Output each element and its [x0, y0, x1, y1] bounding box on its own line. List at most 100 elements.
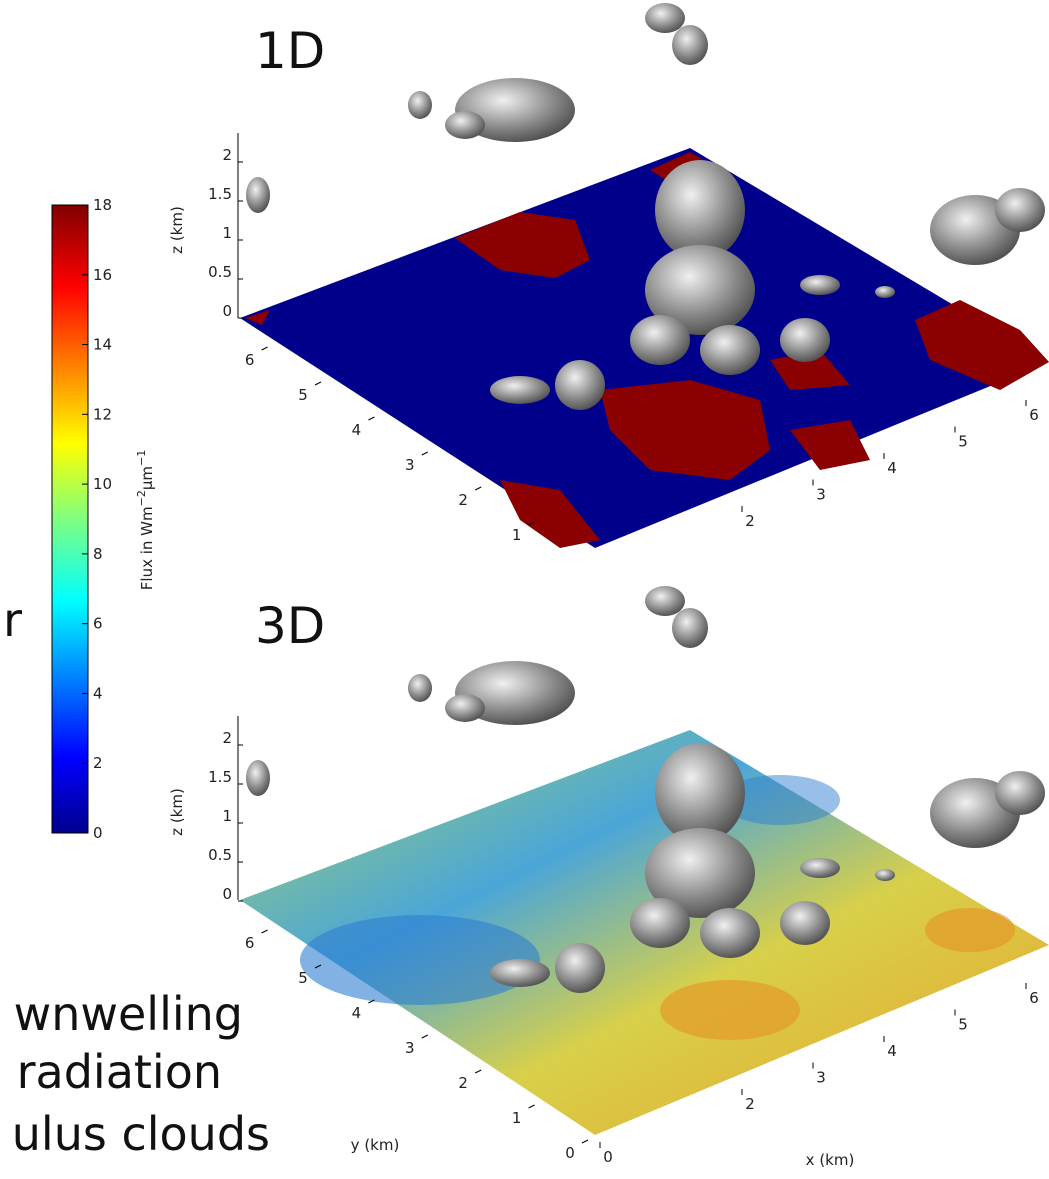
x-tick-label: 3 — [816, 486, 826, 504]
cloud — [645, 586, 685, 616]
y-tick-label: 0 — [565, 1144, 575, 1162]
cloud — [555, 360, 605, 410]
y-tick — [422, 452, 428, 455]
x-tick-label: 0 — [603, 1148, 613, 1166]
cloud — [246, 177, 270, 213]
cloud — [700, 908, 760, 958]
cloud — [875, 286, 895, 298]
flux-region — [300, 915, 540, 1005]
colorbar-tick-label: 6 — [93, 615, 103, 633]
y-tick-label: 5 — [298, 386, 308, 404]
z-tick-label: 0.5 — [208, 263, 232, 281]
cloud — [995, 771, 1045, 815]
z-tick-label: 1.5 — [208, 768, 232, 786]
panel-title: 1D — [255, 22, 325, 80]
y-tick-label: 2 — [458, 1074, 468, 1092]
y-tick-label: 3 — [405, 1039, 415, 1057]
y-tick — [315, 382, 321, 385]
cloud — [490, 959, 550, 987]
x-tick-label: 6 — [1029, 989, 1039, 1007]
cloud — [672, 25, 708, 65]
x-tick-label: 2 — [745, 1095, 755, 1113]
y-tick — [475, 1070, 481, 1073]
slide-line: ulus clouds — [12, 1107, 270, 1161]
cloud — [700, 325, 760, 375]
y-tick-label: 1 — [512, 1109, 522, 1127]
z-tick-label: 2 — [222, 146, 232, 164]
colorbar-tick-label: 4 — [93, 684, 103, 702]
colorbar-tick-label: 8 — [93, 545, 103, 563]
x-tick-label: 4 — [887, 459, 897, 477]
label-part: −2 — [135, 490, 148, 506]
slide-line: radiation — [17, 1045, 222, 1099]
cloud — [875, 869, 895, 881]
y-tick-label: 6 — [245, 934, 255, 952]
cloud — [445, 694, 485, 722]
label-part: Flux in Wm — [138, 506, 156, 590]
label-part: −1 — [135, 450, 148, 466]
y-tick-label: 3 — [405, 456, 415, 474]
z-tick-label: 1.5 — [208, 185, 232, 203]
cloud — [490, 376, 550, 404]
cloud — [780, 318, 830, 362]
slide-fragment: r — [3, 593, 22, 647]
y-tick — [582, 1140, 588, 1143]
x-tick-label: 6 — [1029, 406, 1039, 424]
figure: r wnwelling radiation ulus clouds 0 2 4 6 8 1… — [0, 0, 1049, 1179]
y-tick-label: 2 — [458, 491, 468, 509]
colorbar-tick-label: 0 — [93, 824, 103, 842]
cloud — [445, 111, 485, 139]
cloud — [995, 188, 1045, 232]
y-tick-label: 6 — [245, 351, 255, 369]
z-label: z (km) — [168, 788, 186, 836]
panel-title: 3D — [255, 597, 325, 655]
colorbar-tick-label: 12 — [93, 405, 112, 423]
cloud — [246, 760, 270, 796]
y-tick — [368, 417, 374, 420]
y-tick — [262, 930, 268, 933]
cloud — [645, 3, 685, 33]
z-tick-label: 0.5 — [208, 846, 232, 864]
y-tick — [422, 1035, 428, 1038]
z-label: z (km) — [168, 206, 186, 254]
cloud — [672, 608, 708, 648]
colorbar-tick-label: 18 — [93, 196, 112, 214]
y-label: y (km) — [351, 1136, 400, 1154]
colorbar-tick-label: 2 — [93, 754, 103, 772]
cloud — [408, 91, 432, 119]
cloud — [630, 315, 690, 365]
y-tick-label: 5 — [298, 969, 308, 987]
cloud — [780, 901, 830, 945]
label-part: µm — [138, 466, 156, 490]
flux-region — [925, 908, 1015, 952]
colorbar-label: Flux in Wm−2µm−1 — [135, 450, 156, 590]
y-tick-label: 1 — [512, 526, 522, 544]
x-tick-label: 5 — [958, 433, 968, 451]
x-label: x (km) — [806, 1151, 855, 1169]
z-tick-label: 1 — [222, 807, 232, 825]
y-tick — [475, 487, 481, 490]
cloud — [800, 275, 840, 295]
z-tick-label: 1 — [222, 224, 232, 242]
y-tick — [529, 1105, 535, 1108]
x-tick-label: 2 — [745, 512, 755, 530]
colorbar-tick-label: 14 — [93, 336, 112, 354]
flux-region — [660, 980, 800, 1040]
y-tick-label: 4 — [352, 421, 362, 439]
x-tick-label: 4 — [887, 1042, 897, 1060]
colorbar-tick-label: 16 — [93, 266, 112, 284]
x-tick-label: 3 — [816, 1069, 826, 1087]
z-tick-label: 2 — [222, 729, 232, 747]
cloud — [630, 898, 690, 948]
slide-line: wnwelling — [14, 987, 243, 1041]
z-tick-label: 0 — [222, 885, 232, 903]
y-tick — [262, 347, 268, 350]
cloud — [408, 674, 432, 702]
z-tick-label: 0 — [222, 302, 232, 320]
colorbar — [52, 205, 88, 833]
x-tick-label: 5 — [958, 1016, 968, 1034]
colorbar-tick-label: 10 — [93, 475, 112, 493]
y-tick-label: 4 — [352, 1004, 362, 1022]
cloud — [800, 858, 840, 878]
cloud — [555, 943, 605, 993]
